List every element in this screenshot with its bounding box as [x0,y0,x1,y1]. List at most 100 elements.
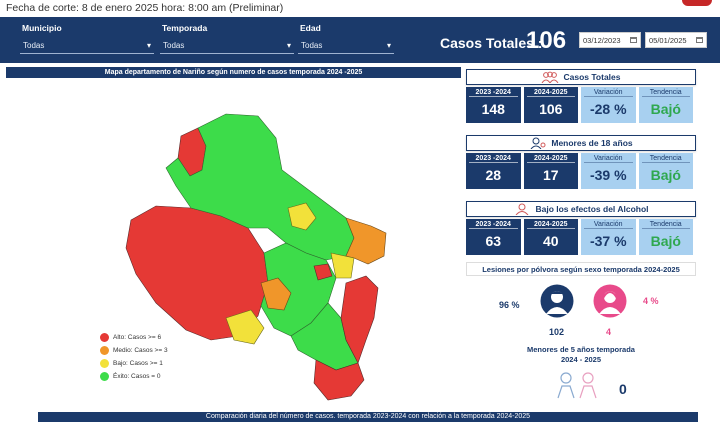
legend-item-alto: Alto: Casos >= 6 [100,333,168,342]
map-panel: Mapa departamento de Nariño según numero… [6,67,461,410]
chevron-down-icon: ▾ [146,41,151,50]
map-title: Mapa departamento de Nariño según numero… [6,67,461,78]
brand-logo [682,0,712,6]
map-region-yellow-b [225,309,265,345]
female-avatar-icon [593,284,627,318]
stat-value: Bajó [650,233,681,249]
map-region-ipiales [340,275,379,364]
legend-label: Bajo: Casos >= 1 [113,360,163,367]
stat-label: Tendencia [641,219,690,229]
stat-label: 2024-2025 [526,153,575,163]
stat-label: 2023 -2024 [469,219,518,229]
stat-value: Bajó [650,101,681,117]
filter-edad: Edad Todas ▾ [298,23,394,54]
map-region-cumbal [313,359,365,401]
stat-value: 106 [539,101,563,117]
stat-current-season: 2024-2025 17 [523,153,578,189]
edad-dropdown[interactable]: Todas ▾ [298,38,394,54]
section-header-casos-totales: Casos Totales [466,69,696,85]
end-date-value: 05/01/2025 [649,35,687,45]
stats-panel: Casos Totales 2023 -2024 148 2024-2025 1… [466,67,696,255]
section-title: Casos Totales [563,72,621,82]
municipio-dropdown[interactable]: Todas ▾ [20,38,154,54]
lesiones-title: Lesiones por pólvora según sexo temporad… [466,262,696,276]
legend-dot-orange [100,346,109,355]
start-date-input[interactable]: 03/12/2023 [579,32,641,48]
filter-municipio: Municipio Todas ▾ [20,23,154,54]
stat-value: -39 % [589,167,627,183]
children-icon [557,372,597,399]
person-icon [516,203,529,215]
total-cases-label: Casos Totales : [440,35,543,51]
stat-label: Tendencia [641,87,690,97]
legend-dot-green [100,372,109,381]
total-cases-value: 106 [526,27,567,54]
stat-value: -37 % [589,233,627,249]
male-percent: 96 % [499,300,520,310]
chevron-down-icon: ▾ [286,41,291,50]
legend-label: Medio: Casos >= 3 [113,347,168,354]
male-avatar-icon [540,284,574,318]
stat-label: Tendencia [641,153,690,163]
stats-row-casos-totales: 2023 -2024 148 2024-2025 106 Variación -… [466,87,696,123]
stat-label: 2024-2025 [526,219,575,229]
stats-row-menores-18: 2023 -2024 28 2024-2025 17 Variación -39… [466,153,696,189]
filter-label-edad: Edad [300,23,321,33]
stat-label: Variación [584,153,633,163]
stat-label: 2024-2025 [526,87,575,97]
stats-row-alcohol: 2023 -2024 63 2024-2025 40 Variación -37… [466,219,696,255]
stat-trend: Tendencia Bajó [638,153,693,189]
map-region-orange-b [260,277,292,311]
stat-current-season: 2024-2025 40 [523,219,578,255]
legend-item-bajo: Bajo: Casos >= 1 [100,359,168,368]
stat-label: Variación [584,87,633,97]
map-region-yellow-a [287,202,317,231]
edad-value: Todas [301,41,323,50]
stat-trend: Tendencia Bajó [638,87,693,123]
menores5-title-line1: Menores de 5 años temporada [527,345,635,354]
legend-label: Éxito: Casos = 0 [113,373,161,380]
stat-current-season: 2024-2025 106 [523,87,578,123]
stat-value: 148 [481,101,505,117]
stat-label: 2023 -2024 [469,153,518,163]
map-region-yellow-c [330,252,355,279]
stat-prev-season: 2023 -2024 148 [466,87,521,123]
section-header-menores-18: Menores de 18 años [466,135,696,151]
stat-value: 63 [485,233,502,249]
legend-dot-red [100,333,109,342]
legend-label: Alto: Casos >= 6 [113,334,162,341]
temporada-dropdown[interactable]: Todas ▾ [160,38,294,54]
stat-variation: Variación -28 % [581,87,636,123]
menores5-value: 0 [619,381,627,397]
stat-trend: Tendencia Bajó [638,219,693,255]
stat-prev-season: 2023 -2024 63 [466,219,521,255]
calendar-icon [630,37,637,43]
filter-label-municipio: Municipio [22,23,62,33]
stat-variation: Variación -37 % [581,219,636,255]
section-title: Bajo los efectos del Alcohol [535,204,649,214]
child-icon [530,137,546,149]
end-date-input[interactable]: 05/01/2025 [645,32,707,48]
stat-variation: Variación -39 % [581,153,636,189]
cutoff-date-text: Fecha de corte: 8 de enero 2025 hora: 8:… [6,2,284,14]
municipio-value: Todas [23,41,45,50]
temporada-value: Todas [163,41,185,50]
legend-item-exito: Éxito: Casos = 0 [100,372,168,381]
filter-bar: Municipio Todas ▾ Temporada Todas ▾ Edad… [0,17,720,63]
male-count: 102 [549,327,565,337]
footer-chart-title: Comparación diaria del número de casos. … [38,412,698,422]
section-header-alcohol: Bajo los efectos del Alcohol [466,201,696,217]
narino-map[interactable] [6,78,461,410]
stat-label: Variación [584,219,633,229]
chevron-down-icon: ▾ [386,41,391,50]
female-percent: 4 % [643,296,659,306]
stat-value: 17 [542,167,559,183]
start-date-value: 03/12/2023 [583,35,621,45]
stat-prev-season: 2023 -2024 28 [466,153,521,189]
filter-label-temporada: Temporada [162,23,208,33]
filter-temporada: Temporada Todas ▾ [160,23,294,54]
stat-value: -28 % [589,101,627,117]
stat-value: 28 [485,167,502,183]
map-region-red-small [313,263,333,281]
menores5-title-line2: 2024 - 2025 [560,355,602,364]
